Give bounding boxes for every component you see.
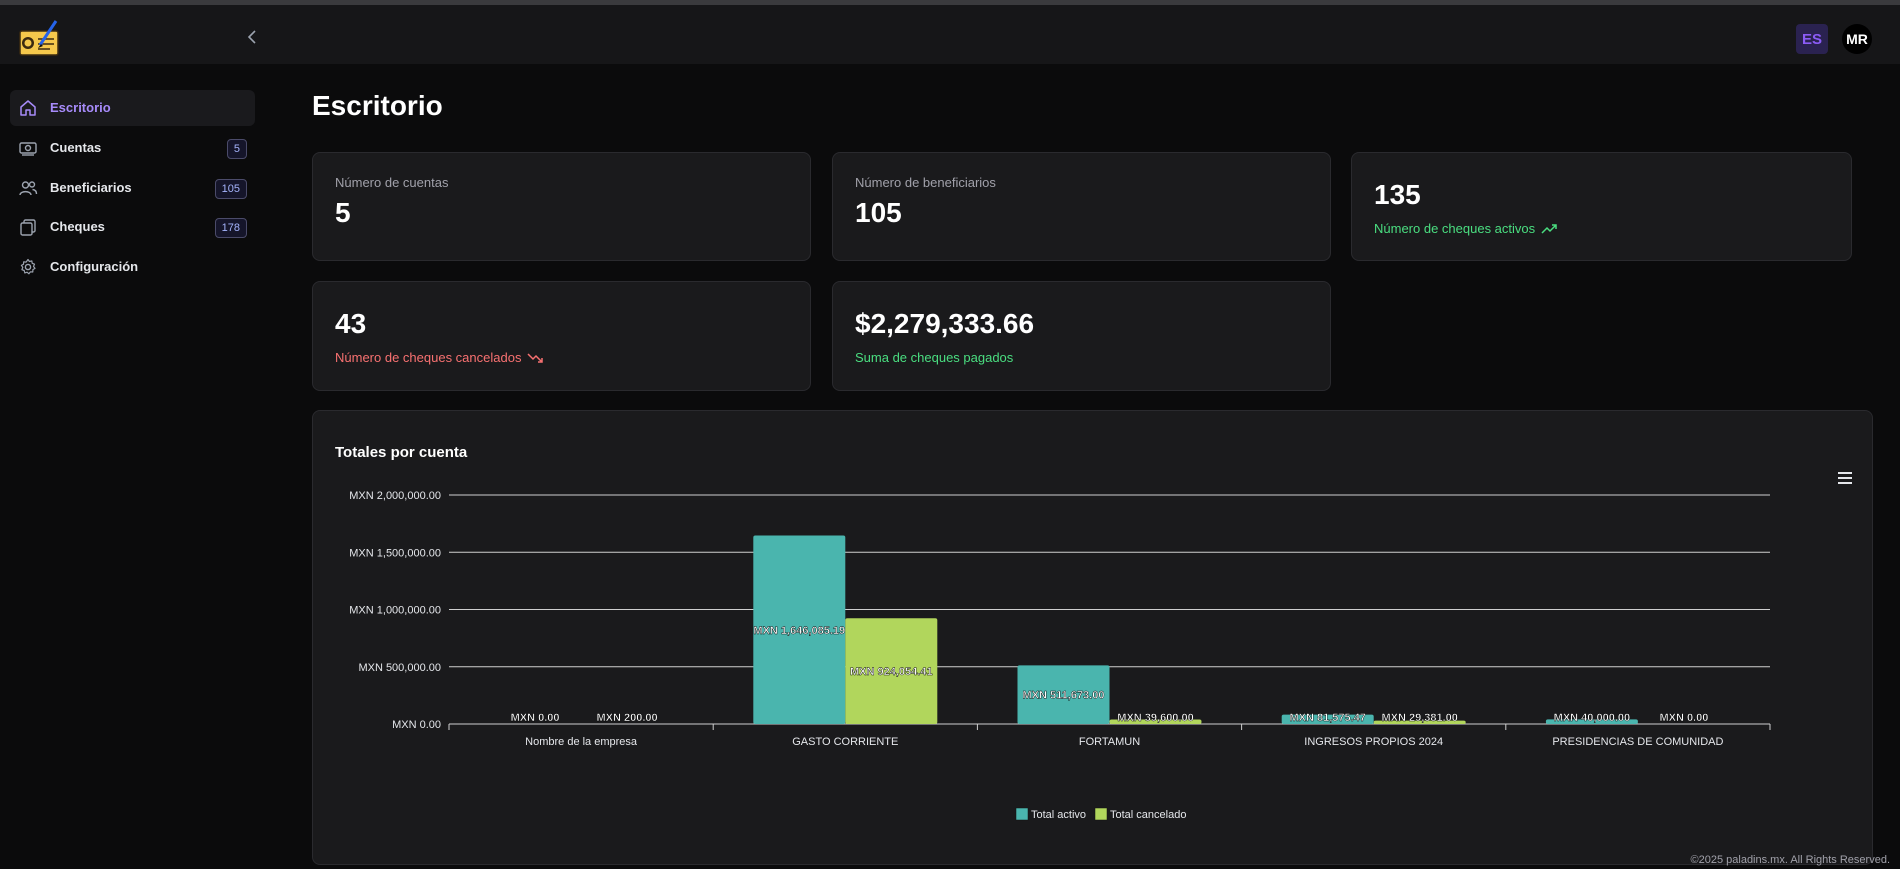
- data-label: MXN 1,646,085.19: [753, 625, 845, 637]
- sidebar-item-configuracion[interactable]: Configuración: [10, 249, 255, 285]
- legend-swatch: [1015, 807, 1029, 821]
- chevron-left-icon: [247, 30, 256, 44]
- x-tick-label: INGRESOS PROPIOS 2024: [1304, 736, 1443, 748]
- bar: [1017, 665, 1110, 724]
- sidebar-item-escritorio[interactable]: Escritorio: [10, 90, 255, 126]
- stat-value: 105: [855, 197, 902, 228]
- window-top-strip: [0, 0, 1900, 5]
- legend-label: Total cancelado: [1110, 809, 1186, 821]
- x-tick-label: Nombre de la empresa: [525, 736, 638, 748]
- y-tick-label: MXN 2,000,000.00: [349, 490, 441, 502]
- clipboard-icon: [20, 219, 36, 236]
- y-tick-label: MXN 1,000,000.00: [349, 605, 441, 617]
- bar-chart: MXN 0.00 MXN 500,000.00 MXN 1,000,000.00 MX…: [349, 490, 1771, 821]
- legend-label: Total activo: [1031, 809, 1086, 821]
- data-label: MXN 39,600.00: [1117, 712, 1193, 724]
- count-badge: 178: [214, 218, 247, 238]
- stat-label: Suma de cheques pagados: [855, 350, 1014, 365]
- gear-icon: [20, 258, 36, 275]
- stat-caption: Número de cheques cancelados: [335, 350, 544, 365]
- bar: [1373, 720, 1466, 724]
- stat-card-active-checks: 135 Número de cheques activos: [1351, 152, 1852, 261]
- bar: [753, 535, 846, 724]
- stat-value: 135: [1374, 179, 1421, 210]
- x-tick-label: PRESIDENCIAS DE COMUNIDAD: [1552, 736, 1723, 748]
- stat-label: Número de cheques cancelados: [335, 350, 522, 365]
- chart-menu-icon[interactable]: [1837, 471, 1853, 485]
- page-title: Escritorio: [312, 90, 443, 121]
- stat-value: $2,279,333.66: [855, 308, 1035, 339]
- y-tick-label: MXN 500,000.00: [358, 662, 441, 674]
- data-label: MXN 511,673.00: [1023, 690, 1105, 702]
- sidebar-item-cheques[interactable]: Cheques 178: [10, 209, 255, 245]
- sidebar-item-label: Escritorio: [50, 100, 111, 115]
- app-logo[interactable]: [18, 15, 60, 59]
- legend-swatch: [1094, 807, 1108, 821]
- banknote-icon: [19, 142, 37, 156]
- chart-card-totals: MXN 0.00 MXN 500,000.00 MXN 1,000,000.00 MX…: [312, 410, 1873, 865]
- sidebar-item-label: Cuentas: [50, 140, 102, 155]
- stat-card-cancelled-checks: 43 Número de cheques cancelados: [312, 281, 811, 391]
- sidebar: Escritorio Cuentas 5 Beneficiarios 105 C…: [0, 64, 265, 869]
- count-badge: 105: [214, 179, 247, 199]
- stat-label: Número de cuentas: [335, 175, 449, 190]
- sidebar-item-cuentas[interactable]: Cuentas 5: [10, 130, 255, 166]
- bar: [1545, 719, 1638, 724]
- data-label: MXN 81,575.47: [1289, 712, 1365, 724]
- bar: [845, 618, 938, 724]
- stat-label: Número de beneficiarios: [855, 175, 996, 190]
- bar: [1281, 714, 1374, 724]
- collapse-sidebar-button[interactable]: [242, 25, 262, 49]
- footer-copyright: ©2025 paladins.mx. All Rights Reserved.: [1690, 854, 1890, 866]
- data-label: MXN 29,381.00: [1381, 712, 1457, 724]
- stat-label: Número de cheques activos: [1374, 221, 1536, 236]
- trending-up-icon: [1541, 223, 1557, 234]
- data-label: MXN 924,054.41: [850, 666, 933, 678]
- language-switch[interactable]: ES: [1796, 24, 1828, 54]
- trending-down-icon: [527, 352, 544, 363]
- stat-value: 43: [335, 308, 367, 339]
- count-badge: 5: [226, 139, 247, 159]
- y-tick-label: MXN 0.00: [392, 719, 441, 731]
- y-tick-label: MXN 1,500,000.00: [349, 547, 441, 559]
- chart-title: Totales por cuenta: [335, 444, 468, 461]
- bar: [1109, 719, 1202, 724]
- stat-card-paid-sum: $2,279,333.66 Suma de cheques pagados: [832, 281, 1331, 391]
- user-avatar[interactable]: MR: [1842, 24, 1872, 54]
- stat-card-beneficiaries: Número de beneficiarios 105: [832, 152, 1331, 261]
- stat-card-accounts: Número de cuentas 5: [312, 152, 811, 261]
- stat-caption: Número de cheques activos: [1374, 221, 1557, 236]
- stat-value: 5: [335, 197, 351, 228]
- data-label: MXN 0.00: [1659, 712, 1708, 724]
- x-tick-label: GASTO CORRIENTE: [792, 736, 898, 748]
- sidebar-item-label: Cheques: [50, 219, 105, 234]
- data-label: MXN 40,000.00: [1554, 712, 1630, 724]
- users-icon: [19, 181, 38, 196]
- top-bar: ES MR: [0, 5, 1900, 64]
- data-label: MXN 0.00: [511, 712, 560, 724]
- data-label: MXN 200.00: [597, 712, 658, 724]
- home-icon: [20, 100, 36, 116]
- sidebar-item-label: Beneficiarios: [50, 180, 132, 195]
- sidebar-item-beneficiarios[interactable]: Beneficiarios 105: [10, 170, 255, 206]
- sidebar-item-label: Configuración: [50, 259, 139, 274]
- x-tick-label: FORTAMUN: [1079, 736, 1140, 748]
- stat-caption: Suma de cheques pagados: [855, 350, 1013, 365]
